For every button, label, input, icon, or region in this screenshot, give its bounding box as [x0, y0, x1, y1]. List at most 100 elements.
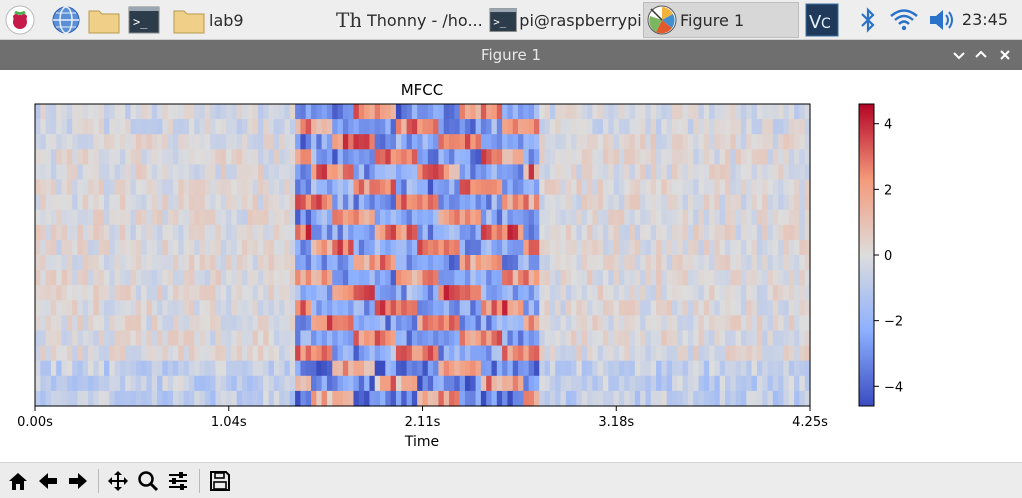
heatmap-cell [464, 390, 471, 407]
heatmap-cell [762, 270, 769, 286]
heatmap-cell [77, 255, 84, 271]
heatmap-cell [130, 390, 137, 407]
heatmap-cell [364, 345, 371, 362]
heatmap-cell [682, 255, 689, 271]
heatmap-cell [687, 149, 694, 165]
back-button[interactable] [34, 467, 62, 495]
window-titlebar[interactable]: Figure 1 [0, 40, 1022, 70]
heatmap-cell [311, 270, 317, 286]
save-button[interactable] [206, 467, 234, 495]
heatmap-cell [629, 209, 636, 226]
close-button[interactable] [996, 46, 1014, 64]
heatmap-cell [661, 134, 668, 150]
heatmap-cell [565, 375, 572, 392]
heatmap-cell [114, 390, 121, 407]
taskbar-item-lab9[interactable]: lab9 [170, 2, 328, 38]
web-browser-icon[interactable] [50, 4, 82, 36]
heatmap-cell [35, 164, 41, 181]
heatmap-cell [220, 360, 227, 377]
heatmap-cell [114, 360, 121, 377]
heatmap-cell [66, 390, 73, 407]
volume-icon[interactable] [926, 4, 958, 36]
taskbar-item-terminal[interactable]: >_ pi@raspberrypi... [486, 2, 642, 38]
heatmap-cell [273, 255, 280, 271]
heatmap-cell [735, 179, 742, 196]
heatmap-cell [703, 270, 710, 286]
heatmap-cell [799, 255, 806, 271]
taskbar-item-thonny[interactable]: Th Thonny - /ho... [330, 2, 484, 38]
heatmap-cell [220, 285, 227, 301]
heatmap-cell [645, 164, 652, 181]
heatmap-cell [417, 345, 424, 362]
heatmap-cell [496, 300, 503, 316]
heatmap-cell [703, 224, 710, 241]
heatmap-cell [581, 224, 588, 241]
heatmap-cell [56, 179, 63, 196]
heatmap-cell [284, 330, 291, 347]
heatmap-cell [141, 209, 148, 226]
heatmap-cell [602, 255, 609, 271]
heatmap-cell [157, 285, 163, 301]
heatmap-cell [385, 164, 392, 181]
heatmap-cell [464, 315, 471, 332]
pan-button[interactable] [104, 467, 132, 495]
heatmap-cell [555, 209, 562, 226]
heatmap-cell [279, 194, 286, 211]
file-manager-icon[interactable] [88, 4, 120, 36]
heatmap-cell [135, 390, 142, 407]
heatmap-cell [390, 179, 397, 196]
terminal-icon[interactable]: >_ [128, 4, 160, 36]
heatmap-cell [242, 270, 248, 286]
heatmap-cell [422, 239, 429, 256]
heatmap-cell [199, 330, 206, 347]
heatmap-cell [703, 119, 710, 135]
configure-subplots-button[interactable] [164, 467, 192, 495]
heatmap-cell [183, 300, 190, 316]
heatmap-cell [671, 330, 678, 347]
heatmap-cell [252, 149, 259, 165]
heatmap-cell [162, 164, 169, 181]
heatmap-cell [486, 104, 493, 120]
zoom-button[interactable] [134, 467, 162, 495]
heatmap-cell [523, 209, 530, 226]
heatmap-cell [273, 194, 280, 211]
heatmap-cell [454, 134, 461, 150]
heatmap-cell [725, 360, 731, 377]
heatmap-cell [88, 375, 94, 392]
heatmap-cell [576, 119, 583, 135]
heatmap-cell [45, 209, 52, 226]
heatmap-cell [799, 375, 806, 392]
heatmap-cell [693, 360, 700, 377]
heatmap-cell [544, 255, 551, 271]
vnc-icon[interactable]: V C [804, 2, 840, 38]
heatmap-cell [560, 390, 567, 407]
heatmap-cell [337, 134, 344, 150]
heatmap-cell [178, 375, 185, 392]
heatmap-cell [512, 194, 519, 211]
heatmap-cell [268, 390, 275, 407]
heatmap-cell [385, 315, 392, 332]
heatmap-cell [220, 300, 227, 316]
heatmap-cell [125, 224, 132, 241]
heatmap-cell [93, 239, 100, 256]
heatmap-cell [210, 149, 217, 165]
home-button[interactable] [4, 467, 32, 495]
heatmap-cell [369, 239, 376, 256]
heatmap-cell [66, 255, 73, 271]
heatmap-cell [273, 390, 280, 407]
wifi-icon[interactable] [888, 4, 920, 36]
heatmap-cell [438, 255, 445, 271]
heatmap-cell [289, 179, 296, 196]
heatmap-cell [300, 224, 307, 241]
taskbar-item-figure1[interactable]: Figure 1 [643, 2, 799, 38]
heatmap-cell [767, 104, 774, 120]
forward-button[interactable] [64, 467, 92, 495]
clock[interactable]: 23:45 [961, 10, 1008, 29]
bluetooth-icon[interactable] [852, 4, 884, 36]
minimize-button[interactable] [950, 46, 968, 64]
heatmap-cell [523, 360, 530, 377]
heatmap-cells [35, 104, 811, 407]
maximize-button[interactable] [972, 46, 990, 64]
raspberry-menu-icon[interactable] [4, 4, 36, 36]
figure-canvas[interactable]: MFCC 0.00s 1.04s 2.11s 3.18s 4.25s Time 4 2 0−… [0, 70, 1022, 462]
